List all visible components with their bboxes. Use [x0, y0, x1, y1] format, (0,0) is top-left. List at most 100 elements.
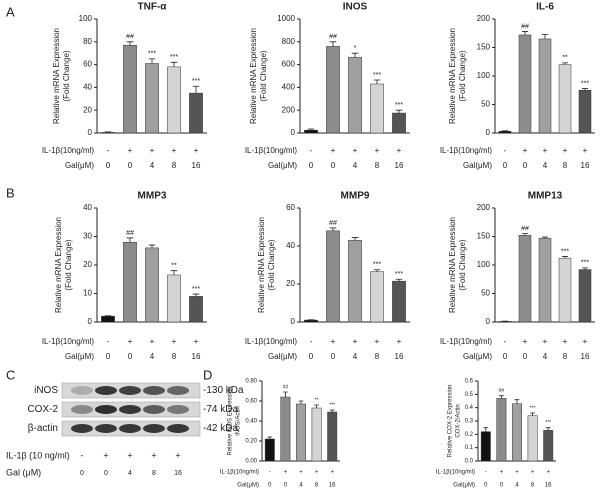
- x-row-value: +: [127, 450, 132, 460]
- error-bar: [104, 315, 112, 317]
- blot-band: [71, 405, 93, 414]
- significance-label: ##: [329, 220, 337, 227]
- error-bar: [542, 236, 548, 239]
- bar: [518, 34, 532, 134]
- x-row-value: 16: [581, 352, 590, 361]
- y-tick-label: 150: [477, 43, 491, 52]
- error-bar: [502, 130, 508, 132]
- error-bar: [522, 31, 528, 35]
- y-tick-label: 0.80: [245, 379, 257, 385]
- bar: [123, 241, 137, 323]
- x-row-label: Gal(μM): [268, 161, 297, 170]
- y-tick-label: 0.60: [245, 399, 257, 405]
- y-tick-label: 1000: [277, 14, 295, 23]
- significance-label: ##: [521, 225, 529, 232]
- error-bar: [351, 52, 359, 58]
- error-bar: [522, 233, 528, 236]
- x-row-label: IL-1β(10ng/ml): [436, 470, 475, 476]
- y-tick-label: 0: [88, 317, 93, 326]
- x-row-value: +: [331, 337, 336, 346]
- significance-label: ***: [530, 405, 536, 411]
- error-bar: [514, 399, 520, 404]
- bar: [348, 56, 362, 134]
- x-row-value: 8: [375, 161, 380, 170]
- bar: [326, 230, 340, 323]
- significance-label: *: [354, 45, 357, 52]
- y-axis-label: Relative mRNA Expression: [257, 217, 266, 313]
- x-row-value: 0: [106, 352, 111, 361]
- error-bar: [542, 33, 548, 39]
- bar: [304, 319, 318, 323]
- x-row-label: Gal(μM): [453, 483, 475, 489]
- bar: [145, 247, 159, 323]
- bar: [123, 44, 137, 134]
- blot-band: [71, 386, 93, 395]
- error-bar: [395, 109, 403, 114]
- y-tick-label: 0.40: [245, 419, 257, 425]
- error-bar: [192, 293, 200, 297]
- x-row-value: -: [310, 337, 313, 346]
- blot-band: [95, 386, 117, 395]
- error-bar: [373, 269, 381, 272]
- x-row-value: 0: [80, 470, 84, 477]
- x-row-value: +: [375, 146, 380, 155]
- x-row-value: -: [107, 337, 110, 346]
- x-row-value: 0: [331, 161, 336, 170]
- x-row-value: +: [397, 146, 402, 155]
- x-row-value: 0: [523, 161, 528, 170]
- x-row-value: 8: [563, 161, 568, 170]
- x-row-value: 4: [543, 161, 548, 170]
- y-tick-label: 0.3: [465, 419, 474, 425]
- blot-band: [119, 405, 141, 414]
- band-size: -130 kDa: [203, 385, 244, 396]
- bar: [167, 66, 181, 134]
- y-tick-label: 0.1: [465, 445, 474, 451]
- x-row-value: 0: [503, 352, 508, 361]
- y-axis-label: Relative mRNA Expression: [52, 28, 61, 124]
- significance-label: ***: [373, 262, 381, 269]
- error-bar: [170, 61, 178, 67]
- y-tick-label: 0: [88, 128, 93, 137]
- band-label: iNOS: [34, 385, 58, 396]
- x-row-label: IL-1β(10ng/ml): [42, 337, 95, 346]
- significance-label: ***: [329, 402, 335, 408]
- x-row-value: 0: [309, 161, 314, 170]
- x-row-value: 16: [192, 352, 201, 361]
- bar: [370, 271, 384, 323]
- error-bar: [329, 227, 337, 231]
- x-row-label: IL-1β(10ng/ml): [440, 337, 493, 346]
- x-row-value: 16: [192, 161, 201, 170]
- bar: [543, 430, 554, 462]
- x-row-value: -: [107, 146, 110, 155]
- x-row-value: +: [531, 470, 535, 476]
- y-tick-label: 200: [477, 203, 491, 212]
- error-bar: [562, 62, 568, 65]
- panel-label: D: [203, 367, 212, 382]
- bar: [264, 438, 275, 462]
- x-row-value: 16: [581, 161, 590, 170]
- y-tick-label: 0: [486, 128, 491, 137]
- bar: [327, 411, 338, 462]
- y-axis-label: (Fold Change): [458, 239, 467, 290]
- x-row-value: +: [151, 450, 156, 460]
- x-row-value: 0: [523, 352, 528, 361]
- x-row-value: +: [583, 146, 588, 155]
- y-axis-label: Relative mRNA Expression: [448, 217, 457, 313]
- x-row-value: 16: [329, 483, 336, 489]
- y-tick-label: 80: [83, 37, 92, 46]
- x-row-value: +: [546, 470, 550, 476]
- y-axis-label: (Fold Change): [458, 50, 467, 101]
- x-row-value: +: [543, 146, 548, 155]
- x-row-value: 16: [395, 352, 404, 361]
- y-tick-label: 30: [83, 232, 92, 241]
- error-bar: [192, 85, 200, 94]
- x-row-label: IL-1β(10ng/ml): [220, 470, 259, 476]
- band-label: β-actin: [28, 423, 58, 434]
- x-row-label: Gal(μM): [268, 352, 297, 361]
- x-row-value: -: [269, 470, 271, 476]
- x-row-value: +: [172, 337, 177, 346]
- y-tick-label: 150: [477, 232, 491, 241]
- error-bar: [267, 436, 273, 439]
- blot-band: [167, 405, 189, 414]
- panel-label: B: [6, 185, 15, 200]
